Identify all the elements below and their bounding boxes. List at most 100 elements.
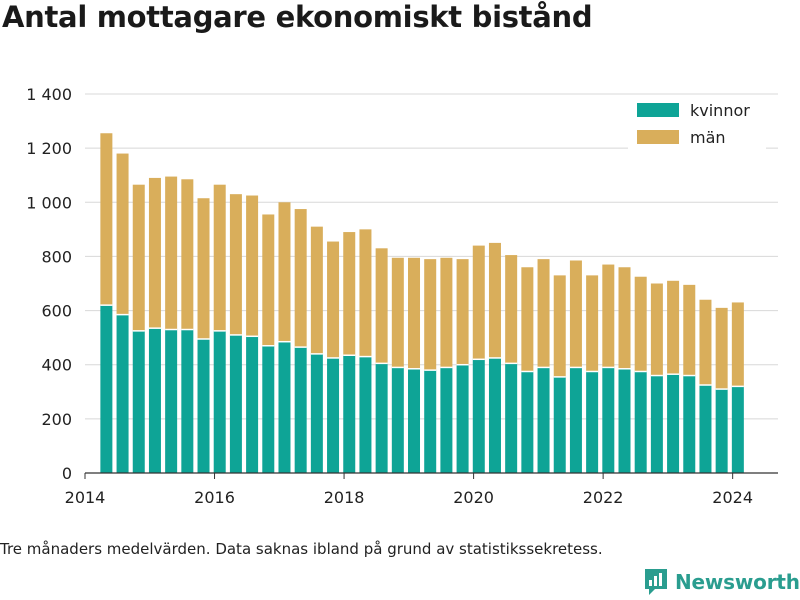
bar-män bbox=[181, 179, 194, 330]
y-tick-label: 600 bbox=[41, 302, 72, 321]
bar-män bbox=[327, 241, 340, 358]
bar-chart-speech-bubble-icon bbox=[645, 569, 667, 595]
bar-män bbox=[521, 267, 534, 372]
bar-kvinnor bbox=[731, 386, 744, 473]
legend: kvinnor män bbox=[628, 95, 766, 153]
bar-män bbox=[310, 226, 323, 354]
bar-män bbox=[229, 194, 242, 335]
y-tick-label: 800 bbox=[41, 247, 72, 266]
bar-kvinnor bbox=[116, 314, 129, 473]
y-tick-label: 400 bbox=[41, 356, 72, 375]
bar-män bbox=[569, 260, 582, 368]
bar-kvinnor bbox=[456, 364, 469, 473]
bar-kvinnor bbox=[586, 371, 599, 473]
bar-män bbox=[472, 245, 485, 360]
bar-män bbox=[731, 302, 744, 387]
bar-män bbox=[197, 198, 210, 339]
x-tick-label: 2024 bbox=[712, 488, 753, 507]
bar-kvinnor bbox=[505, 363, 518, 473]
bar-män bbox=[359, 229, 372, 357]
bar-män bbox=[100, 133, 113, 306]
bar-kvinnor bbox=[683, 375, 696, 473]
bar-kvinnor bbox=[537, 367, 550, 473]
bar-kvinnor bbox=[553, 376, 566, 473]
bar-män bbox=[634, 276, 647, 372]
bar-män bbox=[278, 202, 291, 342]
bar-kvinnor bbox=[618, 368, 631, 473]
bar-kvinnor bbox=[715, 389, 728, 473]
bar-kvinnor bbox=[197, 338, 210, 473]
bar-kvinnor bbox=[343, 355, 356, 473]
legend-label-kvinnor: kvinnor bbox=[690, 101, 750, 120]
bar-män bbox=[683, 284, 696, 376]
bar-män bbox=[456, 259, 469, 365]
bar-män bbox=[343, 232, 356, 356]
y-tick-label: 0 bbox=[62, 464, 72, 483]
bar-män bbox=[699, 299, 712, 386]
bar-män bbox=[424, 259, 437, 371]
bar-kvinnor bbox=[424, 370, 437, 473]
bar-män bbox=[116, 153, 129, 315]
bar-män bbox=[586, 275, 599, 372]
bar-kvinnor bbox=[472, 359, 485, 473]
bar-kvinnor bbox=[634, 371, 647, 473]
bar-kvinnor bbox=[391, 367, 404, 473]
legend-label-män: män bbox=[690, 128, 726, 147]
x-tick-label: 2014 bbox=[65, 488, 106, 507]
brand[interactable]: Newsworthy bbox=[643, 567, 800, 597]
y-axis-ticks: 0 200 400 600 800 1 000 1 200 1 400 bbox=[26, 85, 72, 483]
bar-män bbox=[602, 264, 615, 368]
bar-kvinnor bbox=[602, 367, 615, 473]
y-tick-label: 200 bbox=[41, 410, 72, 429]
bar-män bbox=[650, 283, 663, 376]
bar-kvinnor bbox=[294, 347, 307, 473]
bar-män bbox=[294, 209, 307, 348]
footnote: Tre månaders medelvärden. Data saknas ib… bbox=[0, 540, 603, 558]
chart-title: Antal mottagare ekonomiskt bistånd bbox=[2, 0, 593, 34]
brand-name: Newsworthy bbox=[675, 570, 800, 594]
bar-kvinnor bbox=[181, 329, 194, 473]
bar-kvinnor bbox=[310, 353, 323, 473]
bar-kvinnor bbox=[229, 334, 242, 473]
bar-kvinnor bbox=[100, 305, 113, 473]
bar-kvinnor bbox=[440, 367, 453, 473]
x-tick-label: 2016 bbox=[194, 488, 235, 507]
bar-kvinnor bbox=[213, 330, 226, 473]
bar-kvinnor bbox=[132, 330, 145, 473]
bars bbox=[100, 133, 744, 473]
x-tick-label: 2022 bbox=[583, 488, 624, 507]
bar-män bbox=[505, 255, 518, 364]
bar-män bbox=[553, 275, 566, 377]
y-tick-label: 1 200 bbox=[26, 139, 72, 158]
bar-kvinnor bbox=[278, 341, 291, 473]
bar-män bbox=[667, 280, 680, 375]
bar-kvinnor bbox=[650, 375, 663, 473]
x-tick-label: 2018 bbox=[324, 488, 365, 507]
bar-kvinnor bbox=[327, 357, 340, 473]
x-tick-label: 2020 bbox=[453, 488, 494, 507]
y-tick-label: 1 000 bbox=[26, 193, 72, 212]
bar-män bbox=[408, 257, 421, 369]
bar-män bbox=[246, 195, 259, 337]
bar-män bbox=[715, 307, 728, 390]
bar-män bbox=[440, 257, 453, 368]
bar-kvinnor bbox=[408, 368, 421, 473]
bar-män bbox=[537, 259, 550, 368]
bar-män bbox=[132, 184, 145, 331]
bar-kvinnor bbox=[148, 328, 161, 473]
bar-män bbox=[618, 267, 631, 369]
x-axis: 2014 2016 2018 2020 2022 2024 bbox=[65, 472, 778, 507]
bar-kvinnor bbox=[165, 329, 178, 473]
bar-män bbox=[213, 184, 226, 331]
bar-kvinnor bbox=[246, 336, 259, 473]
bar-män bbox=[148, 177, 161, 329]
bar-kvinnor bbox=[262, 345, 275, 473]
bar-kvinnor bbox=[359, 356, 372, 473]
y-tick-label: 1 400 bbox=[26, 85, 72, 104]
bar-kvinnor bbox=[488, 357, 501, 473]
bar-kvinnor bbox=[521, 371, 534, 473]
bar-män bbox=[488, 242, 501, 358]
legend-swatch-kvinnor bbox=[637, 103, 679, 117]
legend-swatch-män bbox=[637, 130, 679, 144]
